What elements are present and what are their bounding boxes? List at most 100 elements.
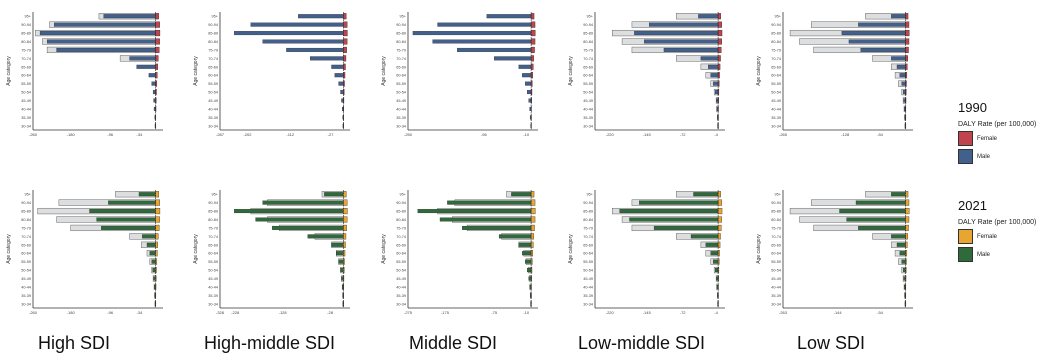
panel-1990-middle-sdi: Age category 30-34 35-39 40-44 45-49 50-54 55-…	[381, 12, 538, 137]
bar-female	[905, 55, 908, 62]
x-tick-label: -72	[680, 310, 687, 315]
panel-1990-high-middle-sdi: Age category 30-34 35-39 40-44 45-49 50-54 55-…	[193, 12, 350, 137]
y-tick-label: 85-89	[583, 32, 593, 36]
y-tick-label: 45-49	[21, 277, 31, 281]
y-tick-label: 95+	[212, 193, 219, 197]
bar-female	[905, 208, 910, 215]
bar-male	[56, 47, 156, 52]
bar-male	[527, 268, 532, 273]
bar-male	[334, 73, 344, 78]
legend-year: 1990	[958, 100, 987, 115]
bar-female	[343, 208, 348, 215]
panel-2021-high-middle-sdi: Age category 30-34 35-39 40-44 45-49 50-54 55-…	[193, 190, 350, 315]
bar-male	[522, 73, 532, 78]
legend-item-female: Female	[958, 131, 1036, 146]
bar-female	[155, 80, 158, 87]
bar-female	[717, 224, 722, 231]
y-tick-label: 75-79	[208, 48, 218, 52]
bar-male	[89, 209, 156, 214]
panel-2021-high-sdi: Age category 30-34 35-39 40-44 45-49 50-54 55-…	[6, 190, 163, 315]
y-tick-label: 55-59	[208, 82, 218, 86]
bar-female	[717, 46, 722, 53]
y-tick-label: 30-34	[771, 124, 781, 128]
bar-male	[46, 39, 156, 44]
y-tick-label: 50-54	[208, 269, 218, 273]
y-axis-title: Age category	[568, 56, 574, 86]
y-tick-label: 95+	[212, 15, 219, 19]
y-tick-label: 60-64	[771, 74, 781, 78]
bar-female	[343, 46, 347, 53]
bar-female	[717, 30, 723, 37]
y-tick-label: 70-74	[208, 235, 218, 239]
y-tick-label: 40-44	[396, 285, 406, 289]
bar-male	[447, 200, 532, 205]
y-tick-label: 45-49	[208, 99, 218, 103]
group-label-high-middle-sdi: High-middle SDI	[204, 333, 336, 353]
y-tick-label: 30-34	[583, 124, 593, 128]
bar-male	[653, 225, 719, 230]
bar-female	[155, 38, 160, 45]
y-tick-label: 70-74	[21, 57, 31, 61]
bar-male	[331, 64, 344, 69]
y-tick-label: 65-69	[396, 243, 406, 247]
y-tick-label: 45-49	[771, 277, 781, 281]
bar-male	[457, 47, 532, 52]
bar-male	[855, 200, 906, 205]
bar-female	[343, 241, 346, 248]
y-tick-label: 40-44	[21, 107, 31, 111]
bar-male	[848, 39, 906, 44]
bar-female	[530, 80, 533, 87]
y-tick-label: 35-39	[208, 116, 218, 120]
bar-male	[528, 98, 532, 103]
bar-female	[717, 258, 720, 265]
x-tick-label: -260	[29, 132, 38, 137]
y-tick-label: 45-49	[583, 277, 593, 281]
x-tick-label: -128	[841, 132, 850, 137]
bar-female	[717, 241, 721, 248]
bar-female	[343, 21, 348, 28]
y-tick-label: 50-54	[771, 269, 781, 273]
bar-male	[527, 90, 532, 95]
bar-male	[846, 217, 906, 222]
y-tick-label: 35-39	[208, 294, 218, 298]
x-tick-label: -220	[606, 310, 615, 315]
panel-2021-middle-sdi: Age category 30-34 35-39 40-44 45-49 50-54 55-…	[381, 190, 538, 315]
bar-male	[891, 56, 906, 61]
legend-swatch-male	[958, 149, 973, 164]
bar-male	[262, 39, 344, 44]
y-tick-label: 50-54	[396, 91, 406, 95]
bar-female	[717, 63, 721, 70]
bar-male	[234, 31, 344, 36]
y-tick-label: 40-44	[583, 107, 593, 111]
y-tick-label: 60-64	[208, 74, 218, 78]
y-axis-title: Age category	[193, 234, 199, 264]
x-tick-label: -220	[606, 132, 615, 137]
bar-male	[142, 234, 156, 239]
bar-male	[486, 14, 532, 19]
y-tick-label: 85-89	[208, 32, 218, 36]
bar-male	[307, 234, 344, 239]
y-tick-label: 30-34	[208, 302, 218, 306]
x-tick-label: -75	[491, 310, 498, 315]
y-tick-label: 95+	[400, 193, 407, 197]
y-tick-label: 75-79	[583, 226, 593, 230]
bar-female	[530, 63, 534, 70]
y-tick-label: 65-69	[208, 243, 218, 247]
y-axis-title: Age category	[568, 234, 574, 264]
bar-male	[713, 259, 719, 264]
bar-female	[343, 191, 347, 198]
y-tick-label: 35-39	[21, 116, 31, 120]
y-tick-label: 30-34	[583, 302, 593, 306]
bar-female	[905, 233, 908, 240]
y-tick-label: 65-69	[771, 243, 781, 247]
x-tick-label: -265	[779, 132, 788, 137]
y-tick-label: 40-44	[21, 285, 31, 289]
y-tick-label: 70-74	[21, 235, 31, 239]
bar-male	[891, 14, 906, 19]
bar-female	[343, 30, 348, 37]
bar-male	[136, 64, 156, 69]
y-tick-label: 80-84	[396, 40, 406, 44]
y-tick-label: 45-49	[208, 277, 218, 281]
bar-female	[717, 21, 722, 28]
bar-female	[717, 199, 722, 206]
